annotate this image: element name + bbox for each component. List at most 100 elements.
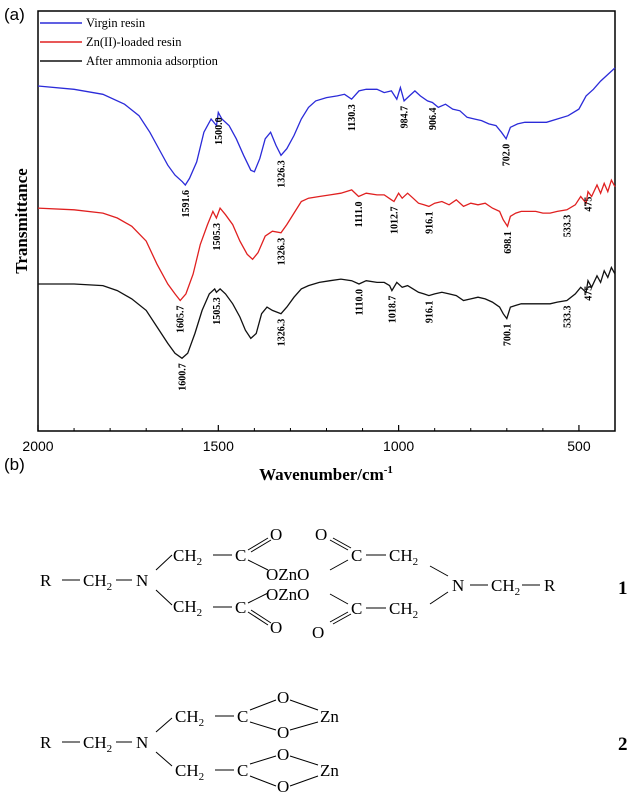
structure-1 (62, 537, 540, 626)
s1-ch2-top-sub: 2 (197, 556, 203, 568)
peak-label-12: 916.1 (424, 211, 435, 234)
s2-ch2-bot-sub: 2 (199, 771, 205, 783)
plot-frame (37, 10, 616, 432)
s2-o1: O (277, 688, 289, 707)
s2-n: N (136, 733, 148, 752)
s1-c2: C (235, 598, 246, 617)
peak-label-18: 1326.3 (277, 319, 288, 347)
s1-o-top-left: O (270, 525, 282, 544)
s1-ch2-right-sub: 2 (515, 586, 521, 598)
s1-ch2-left: CH2 (83, 571, 112, 593)
compound-1-number: 1 (618, 578, 628, 599)
s2-ch2-bot-ch: CH (175, 761, 199, 780)
s2-o3: O (277, 745, 289, 764)
s2-ch2-top-sub: 2 (199, 717, 205, 729)
s1-o-top-right: O (315, 525, 327, 544)
legend: Virgin resin Zn(II)-loaded resin After amm… (40, 16, 219, 68)
peak-label-8: 1505.3 (212, 223, 223, 251)
s1-c4: C (351, 599, 362, 618)
s2-ch2-left: CH2 (83, 733, 112, 755)
s2-o4: O (277, 777, 289, 792)
s1-ch2-bot-ch: CH (173, 597, 197, 616)
s2-c2: C (237, 761, 248, 780)
peak-label-13: 698.1 (503, 231, 514, 254)
peak-label-24: 475 (584, 286, 595, 301)
s1-ch2-top-right-sub: 2 (413, 556, 419, 568)
series-line-0 (37, 67, 616, 187)
s1-n-right: N (452, 576, 464, 595)
peak-label-9: 1326.3 (277, 238, 288, 265)
s1-ch2-top-right: CH2 (389, 546, 418, 568)
s1-o-bot-left: O (270, 618, 282, 637)
s1-ch2-right-ch: CH (491, 576, 515, 595)
s1-o-bot-right: O (312, 623, 324, 642)
s1-ch2-top: CH2 (173, 546, 202, 568)
s1-ch2-top-right-ch: CH (389, 546, 413, 565)
x-axis-title-text: Wavenumber/cm (259, 465, 384, 484)
s2-zn2: Zn (320, 761, 339, 780)
x-tick-label-3: 500 (567, 438, 591, 454)
s1-ch2-left-sub: 2 (107, 581, 113, 593)
peak-label-21: 916.1 (424, 301, 435, 324)
s2-ch2-top-ch: CH (175, 707, 199, 726)
panel-a-label: (a) (4, 5, 25, 24)
s1-n-left: N (136, 571, 148, 590)
x-axis-title-sup: -1 (384, 464, 393, 476)
structure-2 (62, 699, 319, 787)
x-axis-title: Wavenumber/cm-1 (259, 464, 393, 484)
legend-label-2: After ammonia adsorption (86, 54, 219, 68)
peak-label-17: 1505.3 (212, 297, 223, 325)
panel-b-label: (b) (4, 455, 25, 474)
s2-zn1: Zn (320, 707, 339, 726)
s1-ch2-left-ch: CH (83, 571, 107, 590)
s2-ch2-left-ch: CH (83, 733, 107, 752)
peak-label-19: 1110.0 (355, 289, 366, 315)
peak-label-3: 1130.3 (347, 104, 358, 131)
s1-ozno-top: OZnO (266, 565, 309, 584)
peak-label-6: 702.0 (502, 144, 513, 167)
x-tick-label-0: 2000 (22, 438, 53, 454)
s1-ch2-right: CH2 (491, 576, 520, 598)
peak-label-4: 984.7 (400, 106, 411, 128)
s1-c1: C (235, 546, 246, 565)
s1-ch2-top-ch: CH (173, 546, 197, 565)
s2-ch2-top: CH2 (175, 707, 204, 729)
s1-r-right: R (544, 576, 556, 595)
s1-r-left: R (40, 571, 52, 590)
peak-label-5: 906.4 (428, 108, 439, 131)
s2-ch2-left-sub: 2 (107, 743, 113, 755)
s1-ch2-bot-sub: 2 (197, 607, 203, 619)
peak-label-16: 1600.7 (178, 363, 189, 391)
s2-r: R (40, 733, 52, 752)
peak-label-15: 475 (584, 197, 595, 212)
peak-label-0: 1591.6 (181, 190, 192, 218)
s2-ch2-bot: CH2 (175, 761, 204, 783)
s1-ch2-bot-right-sub: 2 (413, 609, 419, 621)
s1-ch2-bot-right-ch: CH (389, 599, 413, 618)
plot-lines (37, 67, 616, 360)
s1-ch2-bot-right: CH2 (389, 599, 418, 621)
s2-c1: C (237, 707, 248, 726)
x-tick-label-1: 1500 (203, 438, 234, 454)
peak-label-7: 1605.7 (176, 306, 187, 334)
s1-c3: C (351, 546, 362, 565)
peak-label-11: 1012.7 (390, 207, 401, 235)
s1-ozno-bot: OZnO (266, 585, 309, 604)
peak-label-20: 1018.7 (387, 296, 398, 324)
structure-2-text: R CH2 N CH2 CH2 C C O O O O Zn Zn 2 (40, 688, 628, 792)
compound-2-number: 2 (618, 734, 628, 755)
s2-o2: O (277, 723, 289, 742)
peak-label-14: 533.3 (562, 215, 573, 238)
ftir-chart: 1591.6 1500.0 1326.3 1130.3 984.7 906.4 702.0 1… (12, 10, 616, 484)
legend-label-0: Virgin resin (86, 16, 146, 30)
peak-label-22: 700.1 (502, 324, 513, 347)
s1-ch2-bot: CH2 (173, 597, 202, 619)
peak-label-1: 1500.0 (214, 117, 225, 144)
peak-label-2: 1326.3 (277, 160, 288, 188)
peak-label-23: 533.3 (562, 306, 573, 329)
series-line-1 (37, 178, 616, 302)
x-tick-label-2: 1000 (383, 438, 414, 454)
x-axis: 2000 1500 1000 500 (22, 425, 591, 454)
plot-annotations: 1591.6 1500.0 1326.3 1130.3 984.7 906.4 702.0 1… (176, 104, 595, 391)
